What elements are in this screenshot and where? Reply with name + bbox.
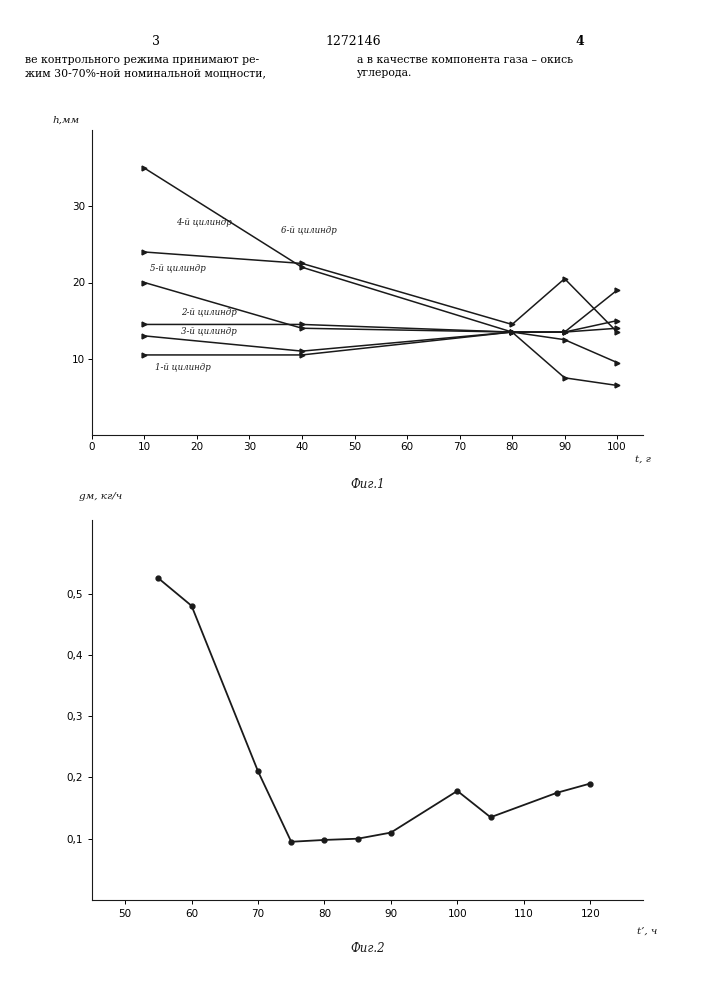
Text: 4-й цилиндр: 4-й цилиндр [176,218,232,227]
Text: gм, кг/ч: gм, кг/ч [78,492,122,501]
Text: 5-й цилиндр: 5-й цилиндр [150,264,206,273]
Text: 1272146: 1272146 [326,35,381,48]
Text: t’, ч: t’, ч [637,927,657,936]
Text: а в качестве компонента газа – окись
углерода.: а в качестве компонента газа – окись угл… [357,55,573,78]
Text: 3-й цилиндр: 3-й цилиндр [181,327,237,336]
Text: 2-й цилиндр: 2-й цилиндр [181,308,237,317]
Text: t, г: t, г [636,455,651,464]
Text: 3: 3 [151,35,160,48]
Text: Фиг.1: Фиг.1 [351,478,385,491]
Text: 1-й цилиндр: 1-й цилиндр [155,363,211,372]
Text: ве контрольного режима принимают ре-
жим 30-70%-ной номинальной мощности,: ве контрольного режима принимают ре- жим… [25,55,266,78]
Text: 4: 4 [575,35,584,48]
Text: h,мм: h,мм [52,115,79,124]
Text: 6-й цилиндр: 6-й цилиндр [281,226,337,235]
Text: Фиг.2: Фиг.2 [351,942,385,955]
